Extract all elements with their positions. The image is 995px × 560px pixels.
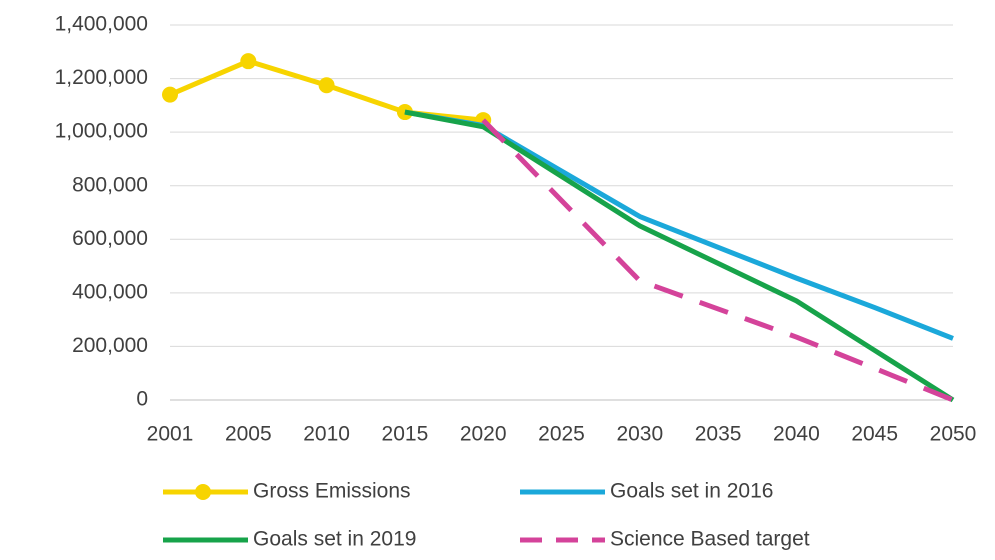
x-tick-label: 2015 — [382, 423, 429, 446]
series-line — [404, 109, 954, 341]
legend-marker — [195, 484, 211, 500]
legend-label: Science Based target — [610, 528, 810, 551]
legend-label: Gross Emissions — [253, 480, 411, 503]
y-tick-label: 1,200,000 — [55, 66, 148, 89]
x-tick-label: 2001 — [147, 423, 194, 446]
x-tick-label: 2035 — [695, 423, 742, 446]
x-tick-label: 2020 — [460, 423, 507, 446]
series-line — [404, 109, 955, 403]
y-tick-label: 1,400,000 — [55, 13, 148, 36]
x-tick-label: 2050 — [930, 423, 977, 446]
y-tick-label: 200,000 — [72, 334, 148, 357]
x-tick-label: 2045 — [851, 423, 898, 446]
y-tick-label: 800,000 — [72, 173, 148, 196]
series-marker — [318, 77, 335, 94]
y-tick-label: 0 — [136, 388, 148, 411]
series-marker — [240, 53, 257, 70]
legend-label: Goals set in 2016 — [610, 480, 773, 503]
x-tick-label: 2005 — [225, 423, 272, 446]
y-tick-label: 600,000 — [72, 227, 148, 250]
series-marker — [162, 86, 178, 103]
x-tick-label: 2025 — [538, 423, 585, 446]
x-tick-label: 2030 — [616, 423, 663, 446]
x-tick-label: 2040 — [773, 423, 820, 446]
x-tick-label: 2010 — [303, 423, 350, 446]
legend-label: Goals set in 2019 — [253, 528, 416, 551]
series-line — [481, 118, 954, 403]
y-tick-label: 400,000 — [72, 280, 148, 303]
y-tick-label: 1,000,000 — [55, 120, 148, 143]
